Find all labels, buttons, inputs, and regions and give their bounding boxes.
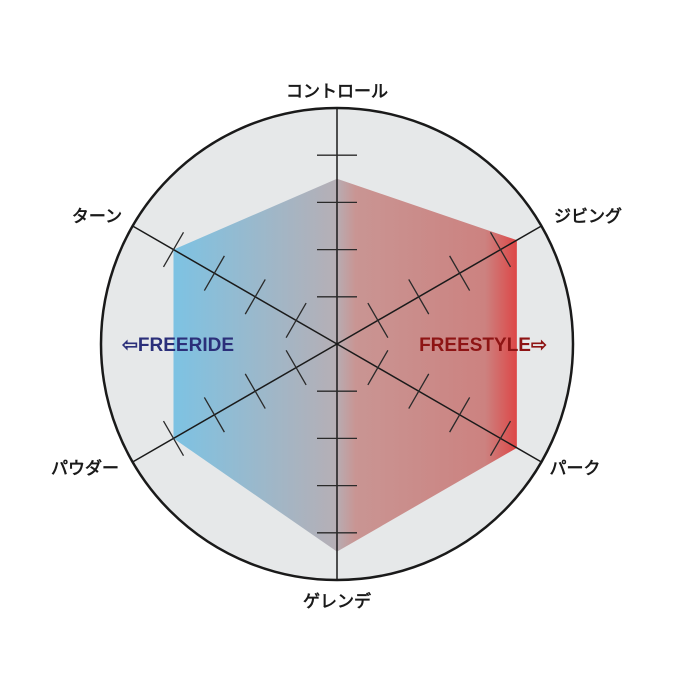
axis-tick	[244, 373, 266, 409]
axis-tick	[162, 420, 185, 457]
data-polygon	[173, 178, 517, 552]
axis-tick	[203, 255, 225, 291]
axis-label: コントロール	[286, 82, 388, 102]
axis-tick	[285, 302, 307, 339]
axis-line	[132, 225, 338, 345]
axis-label: ターン	[72, 207, 122, 227]
axis-tick	[449, 255, 471, 291]
freestyle-label: FREESTYLE⇨	[419, 335, 547, 356]
axis-line	[132, 343, 338, 463]
axis-tick	[203, 397, 225, 433]
axis-label: パウダー	[51, 458, 119, 479]
axis-label: パーク	[550, 459, 601, 479]
axis-tick	[408, 373, 430, 409]
axis-tick	[449, 397, 471, 433]
axis-tick	[162, 231, 185, 268]
freeride-label: ⇦FREERIDE	[122, 335, 234, 356]
axis-line	[336, 225, 542, 345]
axis-label: ジビング	[554, 206, 622, 227]
axis-line	[336, 343, 542, 463]
axis-tick	[489, 231, 512, 268]
axis-tick	[367, 349, 389, 386]
axis-tick	[244, 279, 266, 315]
axis-tick	[367, 302, 389, 339]
axis-label: ゲレンデ	[303, 591, 372, 612]
axis-tick	[408, 279, 430, 315]
axis-tick	[489, 420, 512, 457]
axis-tick	[285, 349, 307, 386]
